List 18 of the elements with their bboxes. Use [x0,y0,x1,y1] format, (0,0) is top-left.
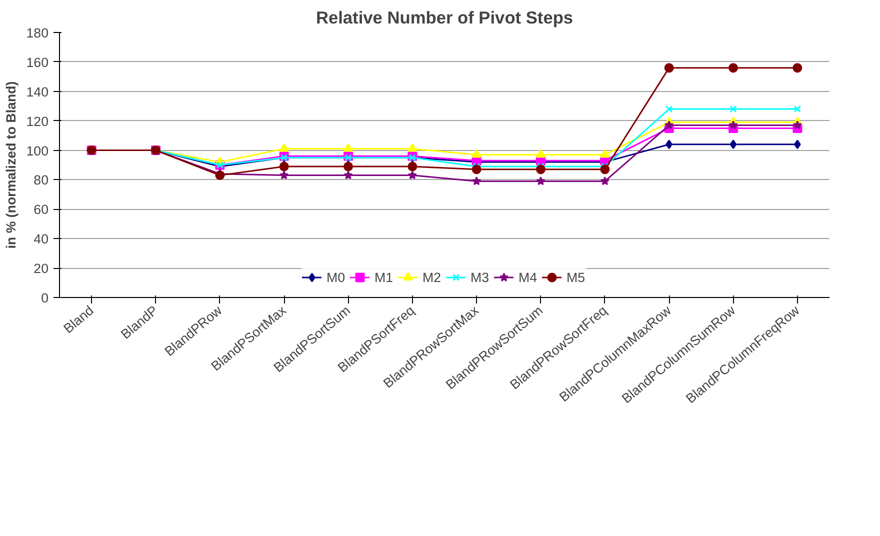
y-tick-label: 100 [26,143,49,158]
legend-label: M1 [374,270,394,284]
y-tick-label: 20 [34,261,49,276]
legend-label: M2 [422,270,442,284]
legend-label: M4 [518,270,538,284]
y-tick-label: 0 [41,290,49,306]
y-tick-label: 120 [26,114,49,129]
y-axis-title: in % (normalized to Bland) [3,81,18,249]
y-tick-label: 40 [34,232,49,247]
legend-label: M3 [470,270,490,284]
y-tick-label: 180 [26,26,49,40]
legend-label: M0 [326,270,346,284]
chart-title: Relative Number of Pivot Steps [316,8,574,28]
y-tick-label: 160 [26,54,49,70]
y-tick-label: 60 [34,202,49,218]
legend-label: M5 [566,270,586,284]
y-tick-label: 140 [26,84,49,100]
y-tick-label: 80 [34,172,49,188]
